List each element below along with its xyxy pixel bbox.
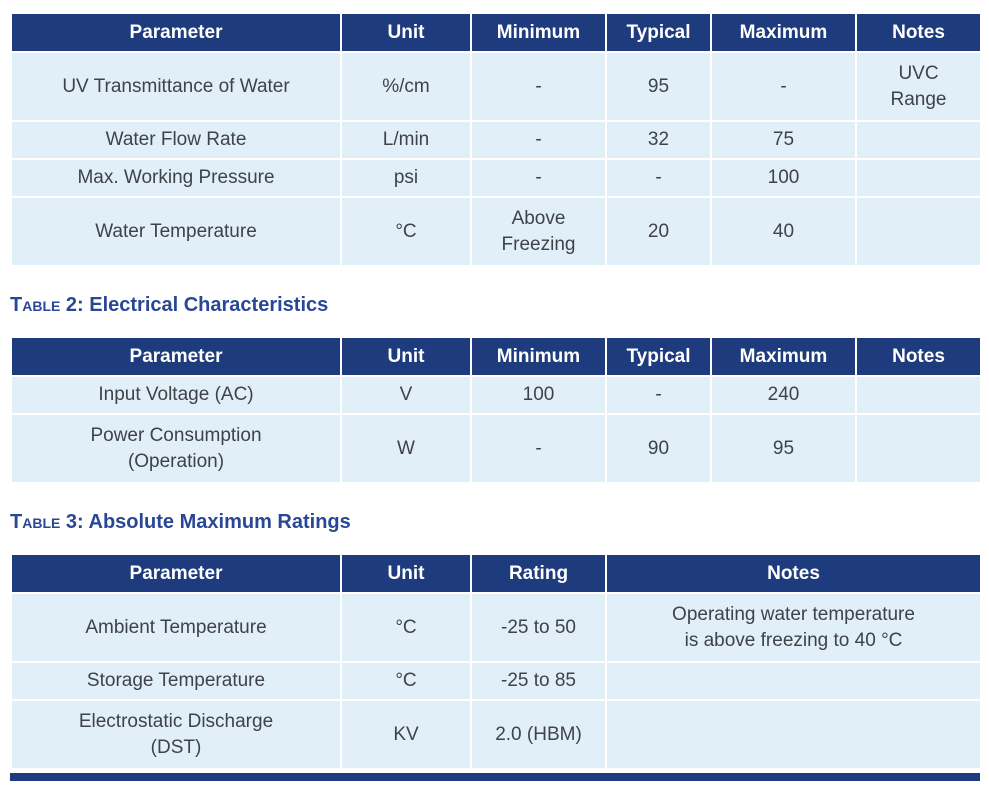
table-row: Electrostatic Discharge (DST) KV 2.0 (HB…	[10, 699, 982, 770]
table2-caption: Table 2: Electrical Characteristics	[10, 294, 980, 317]
cell-unit: L/min	[340, 120, 472, 160]
cell-typical: 90	[605, 413, 712, 484]
cell-notes	[855, 413, 982, 484]
cell-minimum: -	[470, 51, 607, 122]
cell-maximum: 40	[710, 196, 857, 267]
cell-unit: °C	[340, 196, 472, 267]
column-header-unit: Unit	[340, 553, 472, 594]
cell-notes	[605, 661, 982, 701]
cell-rating: -25 to 85	[470, 661, 607, 701]
cell-notes	[855, 120, 982, 160]
cell-parameter: Input Voltage (AC)	[10, 375, 342, 415]
cell-typical: 20	[605, 196, 712, 267]
cell-unit: V	[340, 375, 472, 415]
cell-minimum: -	[470, 413, 607, 484]
cell-notes: Operating water temperature is above fre…	[605, 592, 982, 663]
table-row: Input Voltage (AC) V 100 - 240	[10, 375, 982, 415]
column-header-parameter: Parameter	[10, 12, 342, 53]
column-header-minimum: Minimum	[470, 12, 607, 53]
cell-parameter: Max. Working Pressure	[10, 158, 342, 198]
cell-unit: psi	[340, 158, 472, 198]
cell-rating: -25 to 50	[470, 592, 607, 663]
column-header-notes: Notes	[605, 553, 982, 594]
column-header-typical: Typical	[605, 336, 712, 377]
cell-unit: %/cm	[340, 51, 472, 122]
document-page: Parameter Unit Minimum Typical Maximum N…	[10, 12, 982, 781]
table3-caption: Table 3: Absolute Maximum Ratings	[10, 511, 980, 534]
column-header-notes: Notes	[855, 336, 982, 377]
cell-rating: 2.0 (HBM)	[470, 699, 607, 770]
table3-caption-label: Table 3:	[10, 511, 84, 533]
column-header-maximum: Maximum	[710, 336, 857, 377]
cell-notes	[855, 158, 982, 198]
cell-notes	[855, 375, 982, 415]
spec-table-electrical: Parameter Unit Minimum Typical Maximum N…	[10, 336, 982, 484]
cell-minimum: -	[470, 158, 607, 198]
cell-parameter: Electrostatic Discharge (DST)	[10, 699, 342, 770]
header-row: Parameter Unit Minimum Typical Maximum N…	[10, 336, 982, 377]
column-header-minimum: Minimum	[470, 336, 607, 377]
table-row: Storage Temperature °C -25 to 85	[10, 661, 982, 701]
cell-unit: KV	[340, 699, 472, 770]
cell-typical: 95	[605, 51, 712, 122]
cell-notes: UVC Range	[855, 51, 982, 122]
table-row: Power Consumption (Operation) W - 90 95	[10, 413, 982, 484]
column-header-unit: Unit	[340, 336, 472, 377]
spec-table-water: Parameter Unit Minimum Typical Maximum N…	[10, 12, 982, 267]
column-header-rating: Rating	[470, 553, 607, 594]
cell-notes	[855, 196, 982, 267]
table-row: Ambient Temperature °C -25 to 50 Operati…	[10, 592, 982, 663]
column-header-typical: Typical	[605, 12, 712, 53]
cell-parameter: Ambient Temperature	[10, 592, 342, 663]
partial-next-table-header	[10, 773, 980, 781]
cell-notes	[605, 699, 982, 770]
cell-typical: -	[605, 375, 712, 415]
cell-minimum: Above Freezing	[470, 196, 607, 267]
cell-parameter: Water Temperature	[10, 196, 342, 267]
header-row: Parameter Unit Rating Notes	[10, 553, 982, 594]
table2-caption-title: Electrical Characteristics	[89, 294, 329, 316]
table2-caption-label: Table 2:	[10, 294, 84, 316]
cell-typical: -	[605, 158, 712, 198]
table3-caption-title: Absolute Maximum Ratings	[88, 511, 351, 533]
table-row: Water Temperature °C Above Freezing 20 4…	[10, 196, 982, 267]
cell-parameter: Storage Temperature	[10, 661, 342, 701]
spec-table-abs-max: Parameter Unit Rating Notes Ambient Temp…	[10, 553, 982, 770]
cell-minimum: -	[470, 120, 607, 160]
cell-maximum: 240	[710, 375, 857, 415]
cell-maximum: 75	[710, 120, 857, 160]
cell-parameter: Power Consumption (Operation)	[10, 413, 342, 484]
column-header-parameter: Parameter	[10, 553, 342, 594]
cell-maximum: -	[710, 51, 857, 122]
cell-unit: °C	[340, 592, 472, 663]
cell-parameter: Water Flow Rate	[10, 120, 342, 160]
table-row: Water Flow Rate L/min - 32 75	[10, 120, 982, 160]
column-header-maximum: Maximum	[710, 12, 857, 53]
cell-parameter: UV Transmittance of Water	[10, 51, 342, 122]
column-header-parameter: Parameter	[10, 336, 342, 377]
cell-maximum: 95	[710, 413, 857, 484]
cell-unit: °C	[340, 661, 472, 701]
table-row: Max. Working Pressure psi - - 100	[10, 158, 982, 198]
cell-typical: 32	[605, 120, 712, 160]
cell-maximum: 100	[710, 158, 857, 198]
column-header-unit: Unit	[340, 12, 472, 53]
column-header-notes: Notes	[855, 12, 982, 53]
table-row: UV Transmittance of Water %/cm - 95 - UV…	[10, 51, 982, 122]
cell-minimum: 100	[470, 375, 607, 415]
cell-unit: W	[340, 413, 472, 484]
header-row: Parameter Unit Minimum Typical Maximum N…	[10, 12, 982, 53]
